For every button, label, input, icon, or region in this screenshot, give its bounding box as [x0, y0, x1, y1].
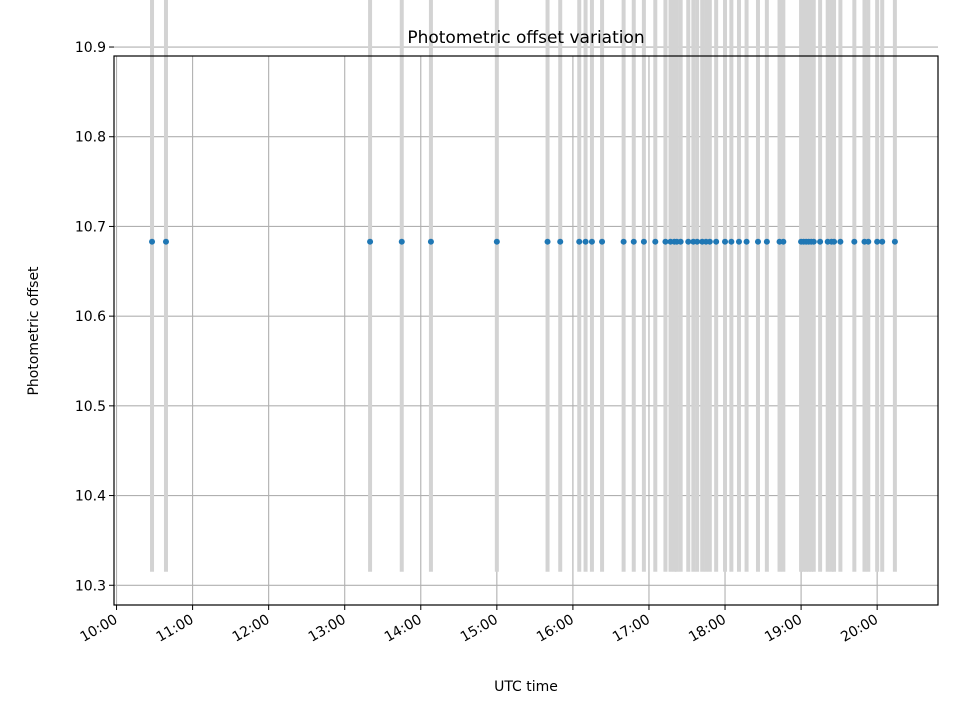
data-point: [582, 238, 589, 245]
data-point: [367, 238, 374, 245]
x-tick-label: 15:00: [458, 612, 501, 646]
data-point: [837, 238, 844, 245]
data-point: [879, 238, 886, 245]
x-tick-label: 13:00: [306, 612, 349, 646]
x-tick-label: 20:00: [838, 612, 881, 646]
plot-frame: [113, 55, 939, 606]
y-axis-ticks: 10.310.410.510.610.710.810.911.0: [75, 40, 114, 594]
data-point: [149, 238, 156, 245]
data-point: [544, 238, 551, 245]
y-tick-label: 10.3: [75, 578, 106, 594]
data-point: [620, 238, 627, 245]
x-tick-label: 17:00: [610, 612, 653, 646]
x-tick-label: 12:00: [230, 612, 273, 646]
data-point: [817, 238, 824, 245]
y-tick-label: 10.5: [75, 399, 106, 415]
x-tick-label: 10:00: [78, 612, 121, 646]
data-point: [810, 238, 817, 245]
x-axis-ticks: 10:00 11:00 12:00 13:00 14:00 15:00 16:00 17:00…: [78, 605, 881, 646]
data-point: [493, 238, 500, 245]
data-point: [685, 238, 692, 245]
data-point: [588, 238, 595, 245]
data-point: [599, 238, 606, 245]
data-point: [640, 238, 647, 245]
data-point: [722, 238, 729, 245]
data-points: [149, 238, 898, 245]
data-point: [630, 238, 637, 245]
data-point: [763, 238, 770, 245]
data-point: [652, 238, 659, 245]
data-point: [780, 238, 787, 245]
y-tick-label: 10.6: [75, 309, 106, 325]
data-point: [891, 238, 898, 245]
x-tick-label: 14:00: [382, 612, 425, 646]
data-point: [557, 238, 564, 245]
data-point: [662, 238, 669, 245]
x-tick-label: 19:00: [762, 612, 805, 646]
x-tick-label: 11:00: [154, 612, 197, 646]
x-tick-label: 16:00: [534, 612, 577, 646]
data-point: [706, 238, 713, 245]
data-point: [427, 238, 434, 245]
x-tick-label: 18:00: [686, 612, 729, 646]
y-axis-label: Photometric offset: [26, 266, 42, 396]
data-point: [713, 238, 720, 245]
data-point: [754, 238, 761, 245]
y-tick-label: 10.7: [75, 219, 106, 235]
data-point: [728, 238, 735, 245]
data-point: [735, 238, 742, 245]
y-tick-label: 10.8: [75, 130, 106, 146]
y-tick-label: 10.9: [75, 40, 106, 56]
error-bars: [150, 0, 897, 572]
data-point: [851, 238, 858, 245]
data-point: [831, 238, 838, 245]
y-tick-label: 10.4: [75, 489, 106, 505]
x-axis-label: UTC time: [494, 679, 558, 695]
data-point: [677, 238, 684, 245]
data-point: [398, 238, 405, 245]
data-point: [743, 238, 750, 245]
data-point: [694, 238, 701, 245]
chart-title: Photometric offset variation: [407, 28, 644, 48]
data-point: [865, 238, 872, 245]
data-point: [874, 238, 881, 245]
data-point: [162, 238, 169, 245]
data-point: [576, 238, 583, 245]
